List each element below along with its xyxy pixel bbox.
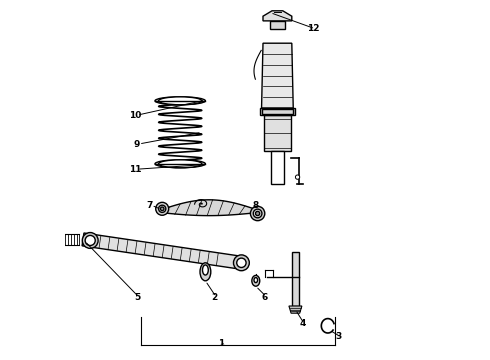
Circle shape bbox=[160, 207, 164, 211]
Circle shape bbox=[159, 205, 166, 212]
Ellipse shape bbox=[159, 160, 202, 168]
Polygon shape bbox=[262, 43, 293, 108]
Circle shape bbox=[253, 209, 262, 218]
Text: 8: 8 bbox=[253, 201, 259, 210]
Ellipse shape bbox=[252, 275, 260, 286]
Bar bbox=[270, 21, 285, 29]
Text: 3: 3 bbox=[336, 332, 342, 341]
Bar bbox=[262, 109, 293, 114]
Circle shape bbox=[255, 211, 260, 216]
Circle shape bbox=[250, 206, 265, 221]
Text: 4: 4 bbox=[299, 320, 306, 328]
Bar bbox=[260, 108, 294, 115]
Circle shape bbox=[156, 202, 169, 215]
Ellipse shape bbox=[202, 265, 208, 275]
Polygon shape bbox=[289, 306, 302, 313]
Ellipse shape bbox=[155, 97, 205, 105]
Ellipse shape bbox=[155, 160, 205, 168]
Text: 12: 12 bbox=[307, 24, 319, 33]
Text: 11: 11 bbox=[129, 165, 142, 174]
Ellipse shape bbox=[159, 97, 202, 105]
Polygon shape bbox=[82, 233, 243, 269]
Text: 2: 2 bbox=[211, 292, 218, 302]
Circle shape bbox=[85, 235, 95, 246]
Text: 6: 6 bbox=[262, 292, 268, 302]
Circle shape bbox=[233, 255, 249, 271]
Circle shape bbox=[82, 233, 98, 248]
Bar bbox=[264, 115, 291, 151]
Polygon shape bbox=[263, 11, 292, 21]
Text: 10: 10 bbox=[129, 111, 142, 120]
Text: 5: 5 bbox=[134, 292, 140, 302]
Circle shape bbox=[295, 175, 300, 179]
Ellipse shape bbox=[200, 263, 211, 281]
Polygon shape bbox=[159, 200, 259, 216]
Bar bbox=[271, 151, 284, 184]
Bar bbox=[292, 252, 299, 306]
Text: 9: 9 bbox=[134, 140, 140, 149]
Text: 1: 1 bbox=[219, 339, 225, 348]
Circle shape bbox=[237, 258, 246, 267]
Ellipse shape bbox=[254, 278, 258, 283]
Text: 7: 7 bbox=[147, 201, 153, 210]
